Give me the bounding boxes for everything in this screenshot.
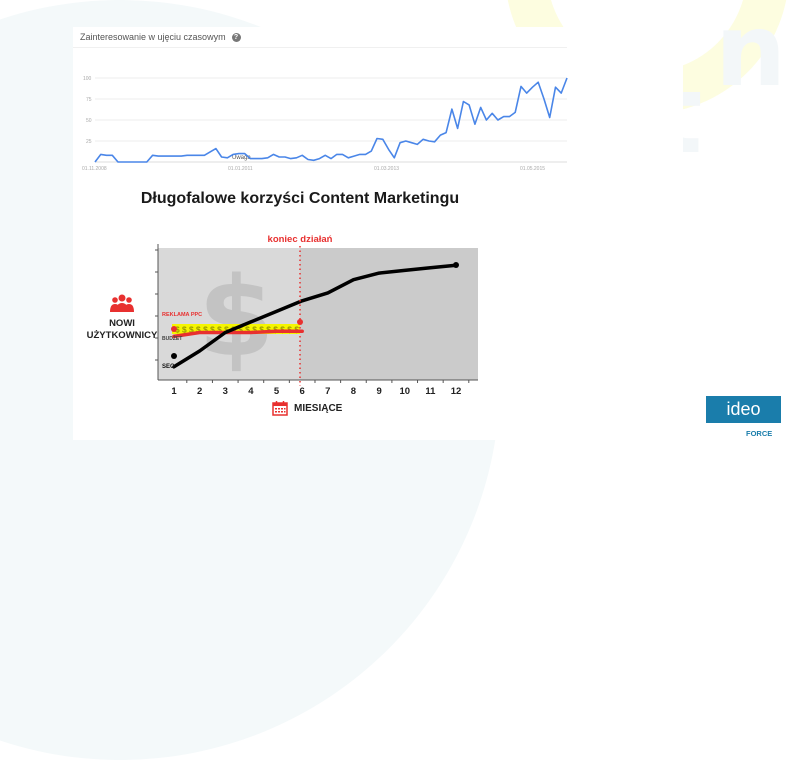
month-tick: 8 <box>351 386 356 397</box>
new-users-block: NOWI UŻYTKOWNICY <box>82 293 162 342</box>
background-letter-n: n <box>715 0 787 109</box>
month-tick: 5 <box>274 386 280 397</box>
seo-label: SEO <box>162 364 175 370</box>
ideo-logo: ideo <box>706 396 781 423</box>
infographic-title: Długofalowe korzyści Content Marketingu <box>140 190 460 207</box>
trends-y-ticks: 100 75 50 25 <box>83 76 92 145</box>
month-tick: 2 <box>197 386 202 397</box>
users-label-line1: NOWI <box>109 318 135 329</box>
month-tick: 10 <box>399 386 410 397</box>
help-icon[interactable]: ? <box>231 32 241 42</box>
end-marker-label: koniec działań <box>268 234 333 245</box>
ppc-label: REKLAMA PPC <box>162 312 202 318</box>
ppc-line <box>172 329 304 339</box>
budget-label: BUDŻET <box>162 335 182 342</box>
trends-divider <box>73 47 567 48</box>
y-tick: 25 <box>86 139 92 145</box>
trends-title: Zainteresowanie w ujęciu czasowym <box>80 32 226 42</box>
budget-symbols: $ $ $ $ $ $ $ $ $ $ $ $ $ $ $ $ $ $ <box>175 326 300 335</box>
x-tick: 01.11.2008 <box>82 166 107 172</box>
trends-line <box>94 77 568 163</box>
users-label-line2: UŻYTKOWNICY <box>86 330 158 341</box>
plot-area-active <box>158 248 300 380</box>
trends-note-label: Uwaga <box>232 155 251 161</box>
x-tick: 01.01.2011 <box>228 166 253 172</box>
y-tick: 50 <box>86 118 92 124</box>
plot-area-after <box>300 248 478 380</box>
month-tick: 4 <box>248 386 254 397</box>
months-label: MIESIĄCE <box>294 402 343 414</box>
month-tick: 12 <box>451 386 462 397</box>
x-tick: 01.05.2015 <box>520 166 545 172</box>
y-axis-ticks <box>155 249 158 361</box>
seo-line <box>172 263 458 369</box>
month-tick: 6 <box>300 386 305 397</box>
month-tick: 3 <box>223 386 228 397</box>
y-tick: 100 <box>83 76 92 82</box>
x-tick: 01.03.2013 <box>374 166 399 172</box>
month-tick: 11 <box>425 386 436 397</box>
y-tick: 75 <box>86 97 92 103</box>
calendar-icon <box>272 401 288 416</box>
trends-x-ticks: 01.11.2008 01.01.2011 01.03.2013 01.05.2… <box>82 166 545 172</box>
x-axis-ticks: 1 2 3 4 5 6 7 8 9 10 11 12 <box>171 380 470 397</box>
trends-header: Zainteresowanie w ujęciu czasowym ? <box>80 32 241 42</box>
month-tick: 7 <box>325 386 330 397</box>
month-tick: 9 <box>376 386 381 397</box>
month-tick: 1 <box>171 386 177 397</box>
trends-gridlines <box>95 77 567 163</box>
users-icon <box>110 294 134 312</box>
ideo-logo-force: FORCE <box>746 429 773 438</box>
months-axis-label: MIESIĄCE <box>272 400 342 416</box>
charts-canvas: 100 75 50 25 01.11.2008 01.01.2011 01.03… <box>82 76 568 397</box>
